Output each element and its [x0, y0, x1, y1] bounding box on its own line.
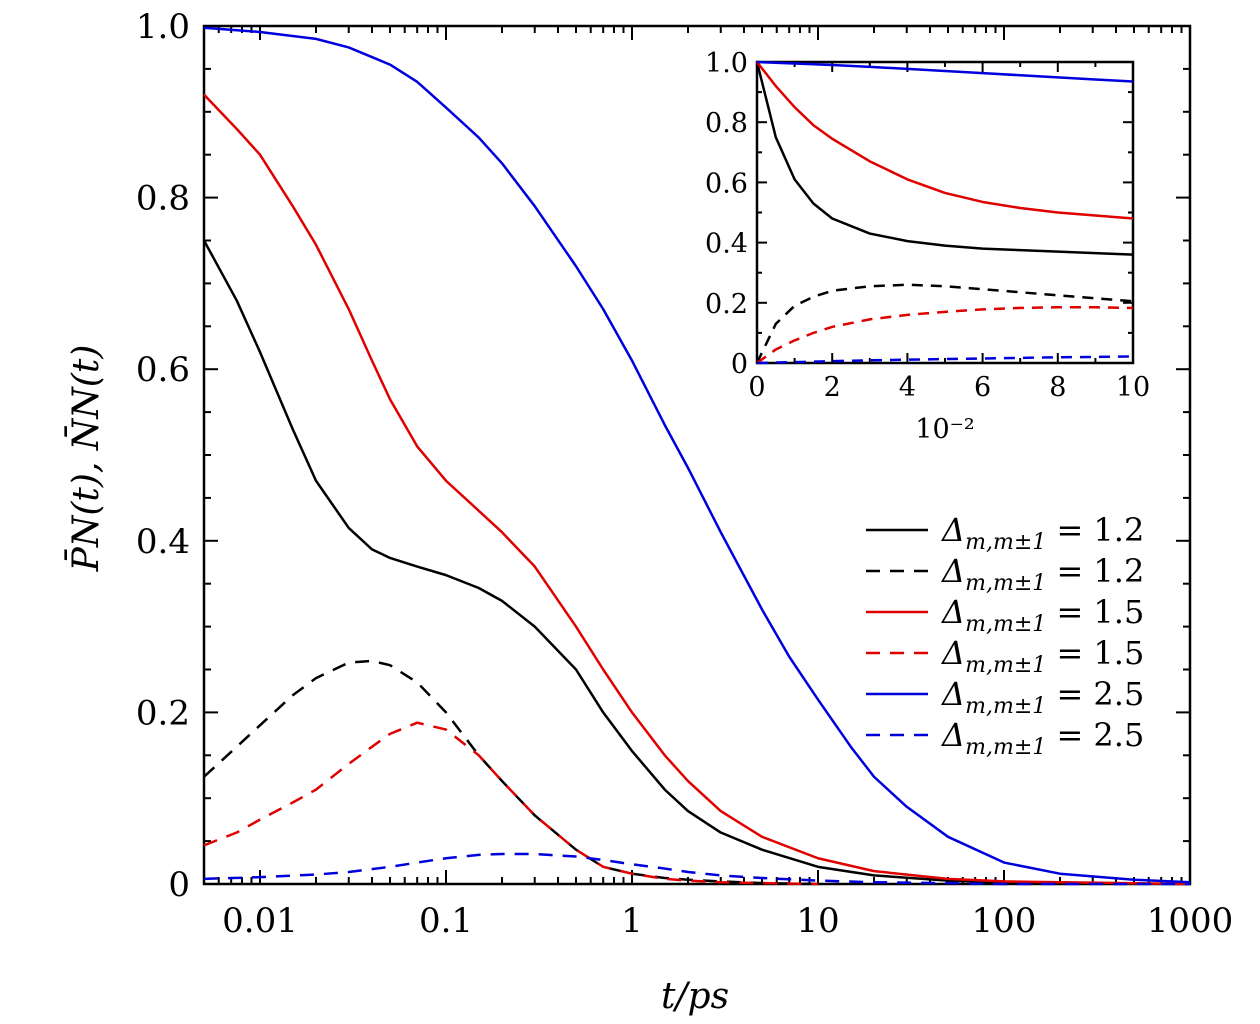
x-axis-label: t/ps [661, 976, 729, 1017]
x-tick-label: 10 [796, 901, 839, 941]
main-series-5-line [203, 26, 1191, 884]
y-tick-label: 0.6 [136, 350, 190, 390]
inset-series-3-line [756, 61, 1134, 220]
x-tick-label: 100 [972, 901, 1037, 941]
legend-label: Δm,m±1 = 1.2 [940, 511, 1144, 555]
x-tick-label: 1000 [1147, 901, 1234, 941]
x-tick-label: 0.1 [419, 901, 473, 941]
legend-label: Δm,m±1 = 1.2 [940, 552, 1144, 596]
y-axis-label: P̄N(t), N̄N(t) [64, 345, 107, 573]
main-series-1-line [202, 239, 1191, 886]
main-series-3-line [203, 93, 1191, 886]
x-tick-label: 0.01 [222, 901, 298, 941]
inset-series-4-line [756, 306, 1134, 365]
legend: Δm,m±1 = 1.2Δm,m±1 = 1.2Δm,m±1 = 1.5Δm,m… [866, 511, 1144, 760]
inset-x-tick-label: 8 [1049, 372, 1066, 403]
y-tick-label: 0.4 [136, 522, 190, 562]
inset-plot: 0 0.2 0.4 0.6 0.8 1.0 0 2 4 6 8 10 [705, 48, 1150, 403]
inset-plot-frame [755, 60, 1135, 365]
main-plot: 00.20.40.60.81.00.01 0.1 1 10 100 1000 [136, 7, 1233, 941]
x-tick-label: 1 [621, 901, 643, 941]
inset-x-tick-label: 6 [974, 372, 991, 403]
inset-y-tick-label: 0.2 [705, 289, 748, 320]
inset-series-5-line [756, 60, 1134, 83]
inset-x-tick-label: 2 [824, 372, 841, 403]
inset-x-tick-label: 4 [899, 372, 916, 403]
y-tick-label: 0.8 [136, 179, 190, 219]
legend-label: Δm,m±1 = 2.5 [940, 716, 1144, 760]
main-series-2-line [203, 659, 819, 886]
inset-x-tick-label: 10 [1116, 372, 1150, 403]
legend-label: Δm,m±1 = 2.5 [940, 675, 1144, 719]
main-series-4-line [203, 721, 819, 886]
y-tick-label: 0 [168, 865, 190, 905]
inset-y-tick-label: 0 [731, 349, 748, 380]
inset-y-tick-label: 0.4 [705, 229, 748, 260]
inset-x-tick-label: 0 [748, 372, 765, 403]
inset-x-axis-label: 10⁻² [915, 414, 974, 445]
main-series-6-line [203, 852, 1190, 886]
legend-label: Δm,m±1 = 1.5 [940, 634, 1144, 678]
inset-series-1-line [755, 61, 1134, 256]
inset-y-tick-label: 0.8 [705, 108, 748, 139]
inset-y-tick-label: 1.0 [705, 48, 748, 79]
y-tick-label: 1.0 [136, 7, 190, 47]
y-tick-label: 0.2 [136, 693, 190, 733]
inset-y-tick-label: 0.6 [705, 168, 748, 199]
legend-label: Δm,m±1 = 1.5 [940, 593, 1144, 637]
inset-series-6-line [756, 355, 1134, 365]
